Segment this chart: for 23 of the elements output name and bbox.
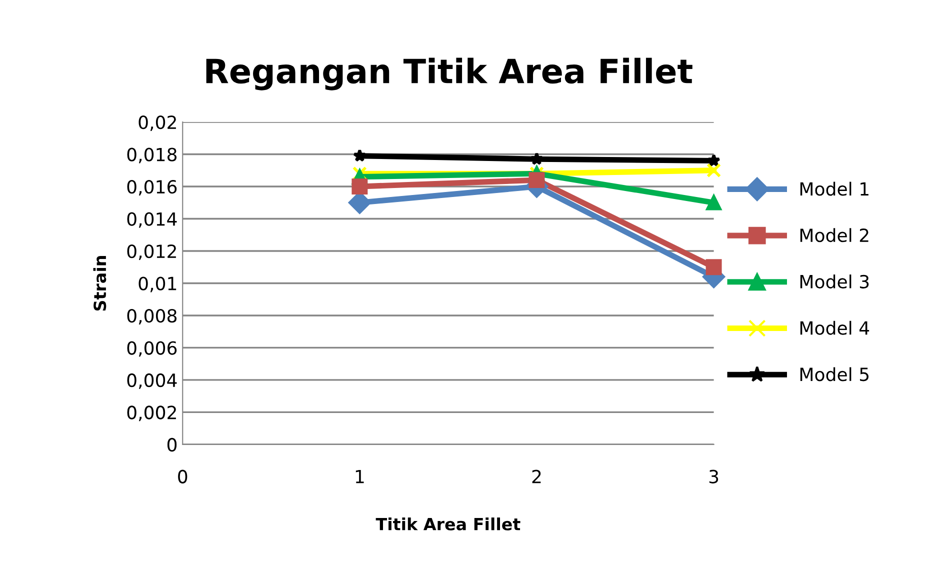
y-tick-label: 0,018	[127, 148, 177, 164]
y-tick-label: 0	[167, 438, 177, 452]
x-axis-title: Titik Area Fillet	[376, 517, 520, 530]
y-tick-label: 0,01	[138, 276, 176, 292]
x-tick-label: 3	[709, 470, 718, 484]
chart-title: Regangan Titik Area Fillet	[206, 58, 692, 90]
legend-label: Model 3	[800, 274, 869, 288]
y-tick-label: 0,006	[127, 341, 177, 357]
legend-label: Model 5	[800, 367, 869, 382]
x-tick-label: 0	[178, 470, 188, 484]
y-tick-label: 0,016	[127, 180, 177, 196]
x-tick-label: 1	[356, 470, 364, 484]
y-tick-label: 0,002	[127, 406, 176, 422]
x-tick-label: 2	[532, 470, 541, 484]
y-tick-label: 0,008	[127, 308, 177, 324]
y-tick-label: 0,02	[138, 115, 176, 131]
y-axis-title: Strain	[93, 256, 106, 311]
y-tick-label: 0,004	[127, 373, 177, 389]
legend-label: Model 2	[800, 228, 868, 242]
legend-label: Model 4	[800, 320, 870, 335]
legend-label: Model 1	[800, 182, 868, 196]
y-tick-label: 0,012	[127, 244, 176, 260]
y-tick-label: 0,014	[127, 212, 177, 228]
